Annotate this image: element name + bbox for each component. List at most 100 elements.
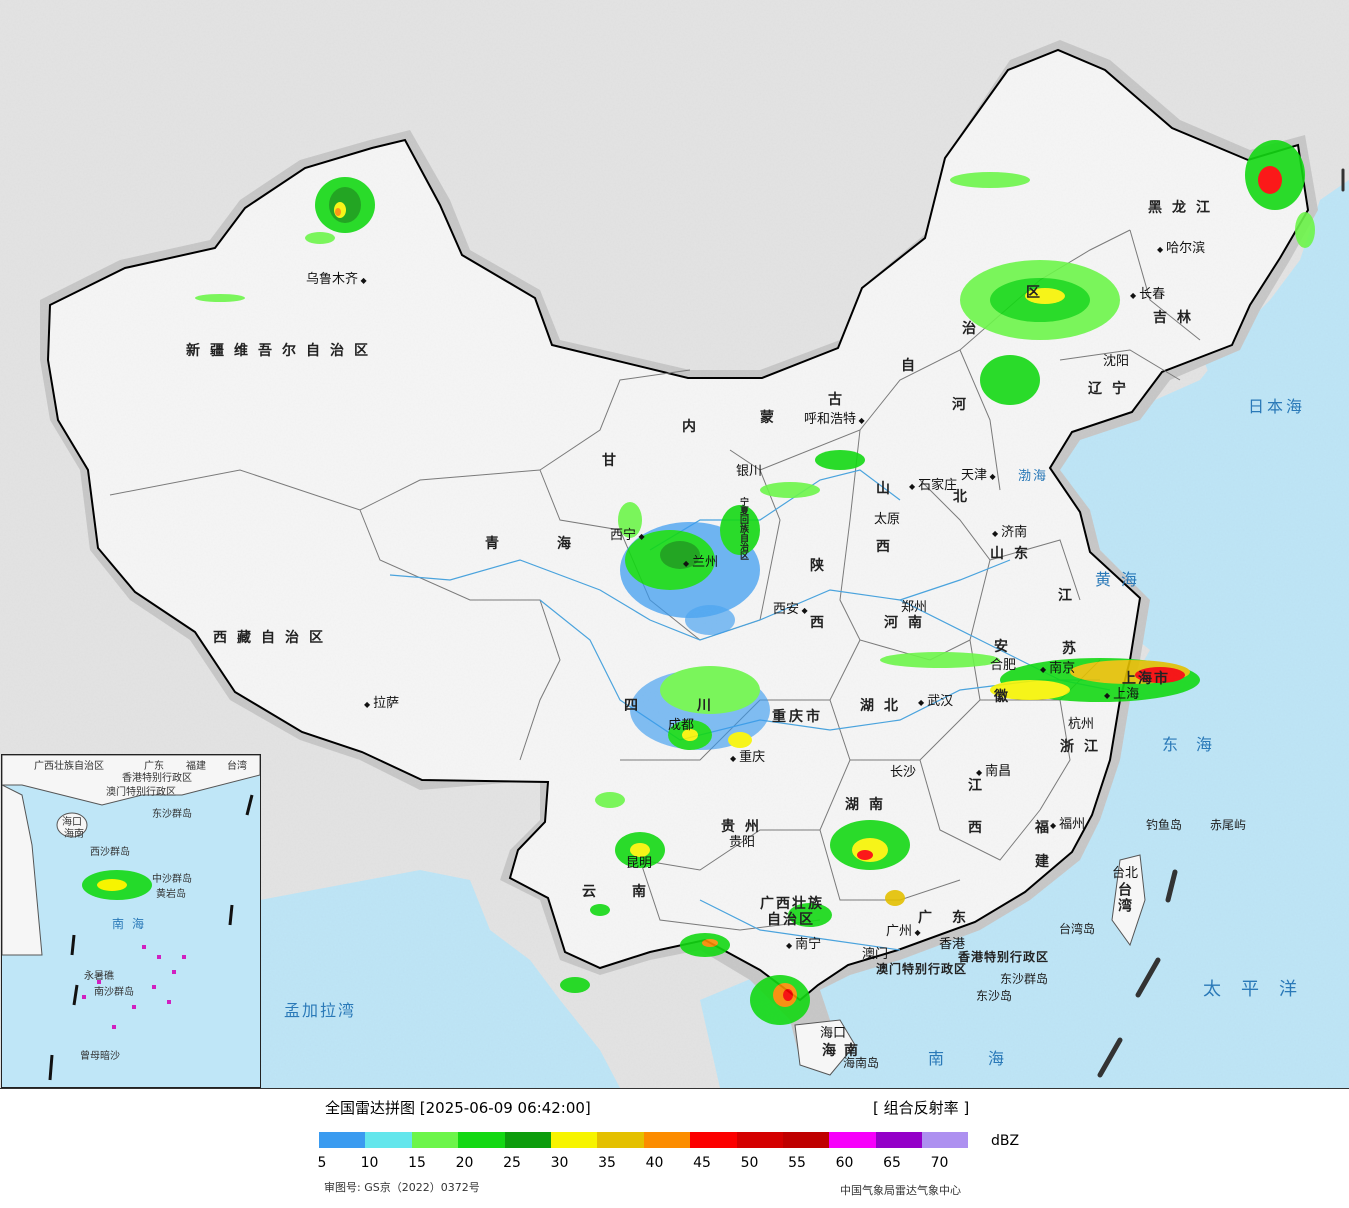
legend-tick-label: 10 xyxy=(360,1155,379,1171)
legend-swatch xyxy=(319,1132,366,1148)
label-shanxi-1: 山 xyxy=(876,481,900,497)
city-kunming: 昆明 xyxy=(626,856,653,871)
city-hongkong: 香港 xyxy=(939,937,966,952)
city-lhasa: 拉萨 xyxy=(364,692,399,711)
city-hangzhou: 杭州 xyxy=(1068,717,1095,732)
label-guangxi-1: 广西壮族 xyxy=(760,896,824,912)
city-shenyang: 沈阳 xyxy=(1103,354,1130,369)
label-neimenggu-4: 自 xyxy=(901,358,925,374)
legend-tick-label: 65 xyxy=(883,1155,901,1171)
sea-mengjialawan: 孟加拉湾 xyxy=(284,1001,357,1020)
label-henan: 河南 xyxy=(884,615,932,631)
inset-map xyxy=(2,755,260,1081)
sea-bohai: 渤海 xyxy=(1018,469,1049,484)
province-borders xyxy=(109,229,1201,931)
taiwan-island xyxy=(1111,854,1146,947)
label-neimenggu-5: 治 xyxy=(962,321,986,337)
legend-tick-label: 55 xyxy=(788,1155,806,1171)
inset-label-guangxi: 广西壮族自治区 xyxy=(34,761,104,772)
inset-label-taiwan: 台湾 xyxy=(227,761,247,772)
legend-tick-label: 35 xyxy=(598,1155,616,1171)
echo-qinghai-gansu xyxy=(618,502,760,635)
city-macau: 澳门 xyxy=(862,947,889,962)
legend-tick-label: 15 xyxy=(408,1155,426,1171)
label-anhui-2: 徽 xyxy=(994,689,1018,705)
city-lanzhou: 兰州 xyxy=(683,551,718,570)
label-taiwan: 台湾 xyxy=(1116,882,1132,914)
label-ningxia: 宁夏回族自治区 xyxy=(738,497,748,560)
label-macau-sar: 澳门特别行政区 xyxy=(876,962,968,976)
label-hubei: 湖北 xyxy=(860,698,908,714)
legend-unit: dBZ xyxy=(991,1133,1020,1149)
legend-ticks: 5 10 15 20 25 30 35 40 45 50 55 60 65 70 xyxy=(317,1155,1019,1173)
inset-label-xisha: 西沙群岛 xyxy=(90,847,130,858)
city-changsha: 长沙 xyxy=(890,765,917,780)
city-guangzhou: 广州 xyxy=(886,920,921,939)
label-neimenggu-1: 内 xyxy=(682,419,706,435)
legend-tick-label: 70 xyxy=(930,1155,949,1171)
legend-swatch xyxy=(411,1132,459,1148)
inset-label-yongshu: 永暑礁 xyxy=(84,971,114,982)
legend-tick-label: 30 xyxy=(550,1155,569,1171)
echo-xinjiang xyxy=(195,177,375,302)
echo-guangdong-guangxi xyxy=(750,820,910,1025)
echo-yunnan xyxy=(560,792,730,993)
legend-tick-label: 45 xyxy=(693,1155,711,1171)
island-chiweiyu: 赤尾屿 xyxy=(1210,818,1247,832)
city-zhengzhou: 郑州 xyxy=(901,600,928,615)
sea-ribenhai: 日本海 xyxy=(1248,397,1306,416)
inset-label-guangdong: 广东 xyxy=(144,761,164,772)
city-taipei: 台北 xyxy=(1112,866,1139,881)
sea-nanhai: 南海 xyxy=(928,1049,1049,1068)
city-haikou: 海口 xyxy=(820,1026,847,1041)
label-jiangsu-2: 苏 xyxy=(1062,641,1086,657)
legend-swatch xyxy=(782,1132,830,1148)
legend-tick-label: 20 xyxy=(455,1155,474,1171)
legend-tick-label: 25 xyxy=(503,1155,521,1171)
hainan-island xyxy=(794,1019,856,1076)
inset-label-nansha: 南沙群岛 xyxy=(94,987,134,998)
city-jinan: 济南 xyxy=(992,521,1027,540)
label-shaanxi-2: 西 xyxy=(810,615,834,631)
island-hainandao: 海南岛 xyxy=(843,1056,880,1070)
label-jiangsu-1: 江 xyxy=(1058,588,1082,604)
city-shanghai: 上海 xyxy=(1104,683,1139,702)
radar-map[interactable]: 新疆维吾尔自治区 西藏自治区 青 海 甘 内 蒙 古 自 治 区 黑龙江 吉林 … xyxy=(0,0,1349,1089)
city-harbin: 哈尔滨 xyxy=(1157,237,1205,256)
echo-north xyxy=(760,140,1315,498)
label-shandong: 山东 xyxy=(990,546,1038,562)
sea-huanghai: 黄海 xyxy=(1095,570,1148,589)
inset-label-fujian: 福建 xyxy=(186,761,206,772)
city-xian: 西安 xyxy=(773,598,808,617)
label-heilongjiang: 黑龙江 xyxy=(1148,200,1220,216)
inset-sea-nanhai: 南海 xyxy=(112,917,153,931)
legend-panel: 全国雷达拼图 [2025-06-09 06:42:00] [ 组合反射率 ] d… xyxy=(0,1089,1349,1208)
legend-swatch xyxy=(922,1132,969,1148)
label-hunan: 湖南 xyxy=(845,797,893,813)
legend-tick-label: 50 xyxy=(740,1155,759,1171)
sea-donghai: 东海 xyxy=(1162,735,1231,754)
sea-taipingyang: 太平洋 xyxy=(1203,979,1317,1000)
label-hainan: 海南 xyxy=(822,1043,866,1059)
label-neimenggu-6: 区 xyxy=(1026,285,1050,301)
city-hohhot: 呼和浩特 xyxy=(804,408,865,427)
city-nanjing: 南京 xyxy=(1040,657,1075,676)
china-outline-map xyxy=(0,0,1349,1088)
legend-swatch xyxy=(690,1132,737,1148)
legend-swatch xyxy=(504,1132,551,1148)
label-fujian-1: 福 xyxy=(1035,820,1059,836)
island-diaoyudao: 钓鱼岛 xyxy=(1146,818,1183,832)
label-neimenggu-2: 蒙 xyxy=(760,410,784,426)
agency-credit: 中国气象局雷达气象中心 xyxy=(840,1184,961,1197)
island-dongshaqundao: 东沙群岛 xyxy=(1000,972,1049,986)
inset-label-zengmu: 曾母暗沙 xyxy=(80,1051,120,1062)
legend-tick-label: 40 xyxy=(645,1155,664,1171)
echo-sichuan xyxy=(630,666,770,750)
city-shijiazhuang: 石家庄 xyxy=(909,474,957,493)
inset-label-macau: 澳门特别行政区 xyxy=(106,787,176,798)
label-anhui-1: 安 xyxy=(994,639,1018,655)
label-hebei-1: 河 xyxy=(952,397,976,413)
legend-swatch xyxy=(643,1132,691,1148)
legend-tick-label: 5 xyxy=(317,1155,327,1171)
label-xizang: 西藏自治区 xyxy=(213,630,333,646)
